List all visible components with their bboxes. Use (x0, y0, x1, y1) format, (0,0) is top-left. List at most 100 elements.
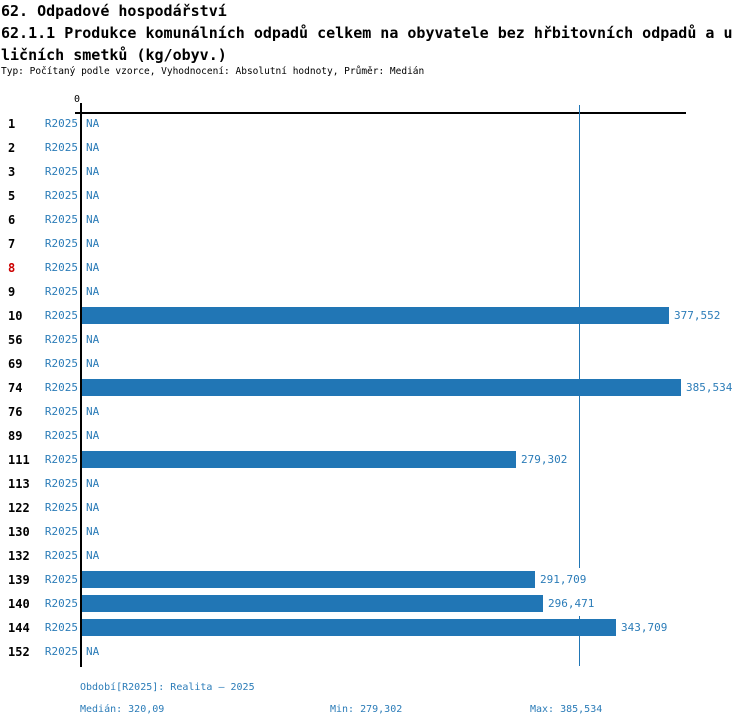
chart-row: 76 R2025 NA (0, 400, 750, 424)
series-label: R2025 (44, 573, 78, 586)
x-axis-line (75, 112, 686, 114)
value-bar (82, 619, 616, 636)
chart-row: 69 R2025 NA (0, 352, 750, 376)
stat-max: Max: 385,534 (530, 704, 603, 715)
series-label: R2025 (44, 429, 78, 442)
row-number: 132 (8, 549, 30, 563)
row-number: 130 (8, 525, 30, 539)
na-label: NA (86, 237, 100, 250)
series-label: R2025 (44, 141, 78, 154)
series-label: R2025 (44, 645, 78, 658)
row-number: 139 (8, 573, 30, 587)
na-label: NA (86, 285, 100, 298)
row-number: 76 (8, 405, 23, 419)
series-label: R2025 (44, 501, 78, 514)
bar-value-label: 279,302 (520, 448, 569, 472)
row-number: 9 (8, 285, 16, 299)
na-label: NA (86, 357, 100, 370)
chart-row: 3 R2025 NA (0, 160, 750, 184)
page-title: 62. Odpadové hospodářství (1, 2, 227, 20)
row-number: 1 (8, 117, 16, 131)
chart-row: 7 R2025 NA (0, 232, 750, 256)
bar-value-label: 343,709 (620, 616, 669, 640)
row-number: 6 (8, 213, 16, 227)
chart-row: 6 R2025 NA (0, 208, 750, 232)
legend-period: Období[R2025]: Realita – 2025 (80, 682, 255, 693)
row-number: 152 (8, 645, 30, 659)
chart-row: 1 R2025 NA (0, 112, 750, 136)
chart-row: 140 R2025 296,471 (0, 592, 750, 616)
row-number: 10 (8, 309, 23, 323)
chart-title-line1: 62.1.1 Produkce komunálních odpadů celke… (1, 24, 733, 42)
chart-row: 122 R2025 NA (0, 496, 750, 520)
chart-row: 8 R2025 NA (0, 256, 750, 280)
series-label: R2025 (44, 261, 78, 274)
row-number: 111 (8, 453, 30, 467)
stat-median: Medián: 320,09 (80, 704, 165, 715)
bar-value-label: 377,552 (673, 304, 722, 328)
series-label: R2025 (44, 117, 78, 130)
row-number: 89 (8, 429, 23, 443)
na-label: NA (86, 405, 100, 418)
chart-row: 9 R2025 NA (0, 280, 750, 304)
chart-row: 152 R2025 NA (0, 640, 750, 664)
na-label: NA (86, 645, 100, 658)
chart-row: 139 R2025 291,709 (0, 568, 750, 592)
stat-min: Min: 279,302 (330, 704, 403, 715)
row-number-highlighted: 8 (8, 261, 16, 275)
row-number: 3 (8, 165, 16, 179)
chart-title-line2: ličních smetků (kg/obyv.) (1, 46, 227, 64)
series-label: R2025 (44, 597, 78, 610)
bar-value-label: 291,709 (539, 568, 588, 592)
series-label: R2025 (44, 549, 78, 562)
series-label: R2025 (44, 357, 78, 370)
x-axis-zero-tick-label: 0 (74, 94, 81, 105)
chart-row: 74 R2025 385,534 (0, 376, 750, 400)
row-number: 2 (8, 141, 16, 155)
na-label: NA (86, 117, 100, 130)
row-number: 69 (8, 357, 23, 371)
row-number: 122 (8, 501, 30, 515)
series-label: R2025 (44, 477, 78, 490)
row-number: 74 (8, 381, 23, 395)
chart-row: 56 R2025 NA (0, 328, 750, 352)
row-number: 113 (8, 477, 30, 491)
chart-row: 89 R2025 NA (0, 424, 750, 448)
chart-row: 113 R2025 NA (0, 472, 750, 496)
value-bar (82, 571, 535, 588)
na-label: NA (86, 165, 100, 178)
na-label: NA (86, 501, 100, 514)
series-label: R2025 (44, 165, 78, 178)
row-number: 144 (8, 621, 30, 635)
row-number: 56 (8, 333, 23, 347)
series-label: R2025 (44, 405, 78, 418)
chart-row: 130 R2025 NA (0, 520, 750, 544)
na-label: NA (86, 429, 100, 442)
value-bar (82, 451, 516, 468)
chart-row: 132 R2025 NA (0, 544, 750, 568)
chart-row: 144 R2025 343,709 (0, 616, 750, 640)
series-label: R2025 (44, 285, 78, 298)
series-label: R2025 (44, 381, 78, 394)
na-label: NA (86, 525, 100, 538)
na-label: NA (86, 141, 100, 154)
series-label: R2025 (44, 189, 78, 202)
row-number: 140 (8, 597, 30, 611)
bar-value-label: 296,471 (547, 592, 596, 616)
chart-row: 10 R2025 377,552 (0, 304, 750, 328)
chart-row: 2 R2025 NA (0, 136, 750, 160)
chart-row: 111 R2025 279,302 (0, 448, 750, 472)
series-label: R2025 (44, 237, 78, 250)
series-label: R2025 (44, 213, 78, 226)
series-label: R2025 (44, 525, 78, 538)
na-label: NA (86, 261, 100, 274)
na-label: NA (86, 333, 100, 346)
na-label: NA (86, 189, 100, 202)
row-number: 7 (8, 237, 16, 251)
value-bar (82, 307, 669, 324)
series-label: R2025 (44, 621, 78, 634)
na-label: NA (86, 477, 100, 490)
na-label: NA (86, 549, 100, 562)
series-label: R2025 (44, 453, 78, 466)
